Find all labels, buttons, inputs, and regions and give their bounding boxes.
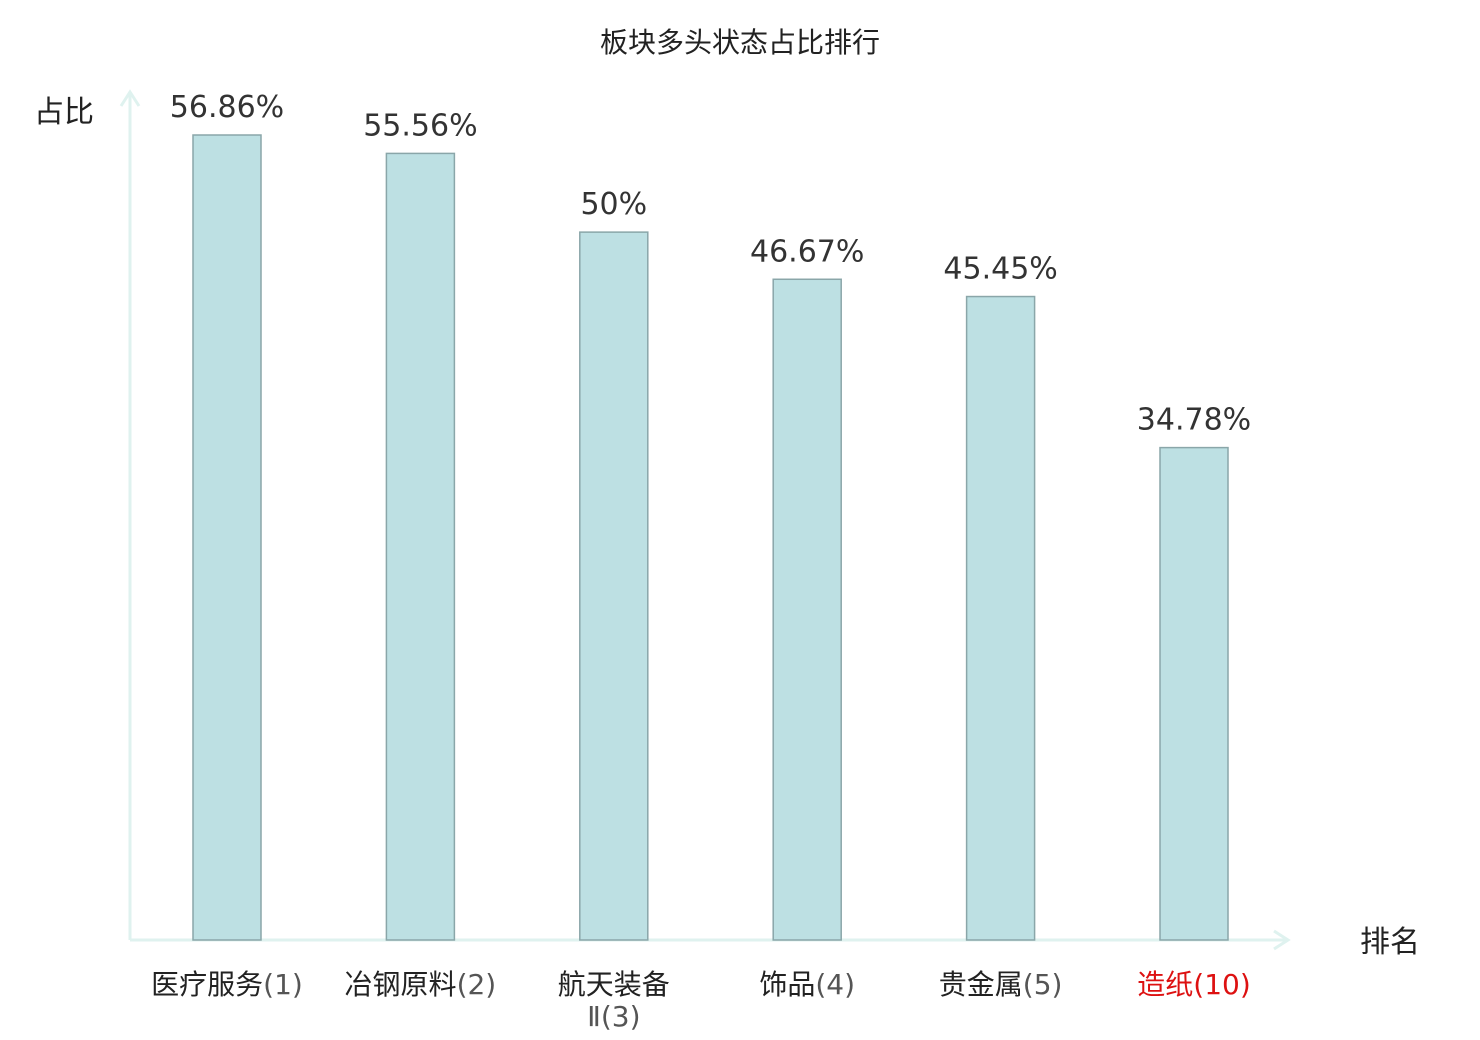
bar-value-label: 55.56% bbox=[363, 108, 477, 143]
y-axis-arrow bbox=[119, 89, 141, 107]
bar bbox=[965, 295, 1036, 941]
x-tick-label-rank: (1) bbox=[263, 968, 303, 1001]
bar bbox=[1159, 446, 1229, 941]
x-tick-label-name: 航天装备 bbox=[558, 968, 670, 1001]
x-tick-label-rank: (4) bbox=[815, 968, 855, 1001]
x-tick-label-rank: (10) bbox=[1193, 968, 1250, 1001]
bar-value-label: 46.67% bbox=[750, 234, 864, 269]
bar bbox=[772, 278, 842, 941]
bar-value-label: 34.78% bbox=[1137, 403, 1251, 438]
x-tick-label-name: 饰品 bbox=[759, 968, 815, 1001]
x-tick-label-name: 贵金属 bbox=[939, 968, 1023, 1001]
x-tick-label-name: 医疗服务 bbox=[151, 968, 263, 1001]
bar bbox=[192, 134, 262, 941]
x-tick-label: 冶钢原料(2) bbox=[345, 968, 497, 1001]
chart-title: 板块多头状态占比排行 bbox=[600, 26, 880, 59]
x-tick-label-rank: (5) bbox=[1023, 968, 1063, 1001]
x-tick-label: 航天装备 Ⅱ(3) bbox=[558, 968, 670, 1033]
x-tick-label-rank: (2) bbox=[457, 968, 497, 1001]
x-tick-label: 医疗服务(1) bbox=[151, 968, 303, 1001]
axes bbox=[119, 89, 1291, 951]
x-tick-label-rank: Ⅱ(3) bbox=[587, 1000, 640, 1033]
x-tick-label-name: 冶钢原料 bbox=[345, 968, 457, 1001]
x-axis-arrow bbox=[1273, 929, 1291, 951]
bars-group bbox=[192, 134, 1229, 941]
bar-value-label: 50% bbox=[580, 187, 647, 222]
x-tick-labels-group: 医疗服务(1) 冶钢原料(2) 航天装备 Ⅱ(3) 饰品(4) 贵金属(5) 造纸(10) bbox=[151, 968, 1251, 1033]
bar-value-label: 56.86% bbox=[170, 90, 284, 125]
x-tick-label: 饰品(4) bbox=[759, 968, 855, 1001]
x-tick-label-name: 造纸 bbox=[1137, 968, 1193, 1001]
x-tick-label: 贵金属(5) bbox=[939, 968, 1063, 1001]
bar bbox=[579, 231, 649, 941]
y-axis-label: 占比 bbox=[34, 95, 94, 130]
x-tick-label: 造纸(10) bbox=[1137, 968, 1251, 1001]
bar-value-label: 45.45% bbox=[943, 252, 1057, 287]
bar bbox=[385, 152, 456, 941]
data-labels-group: 56.86% 55.56% 50% 46.67% 45.45% 34.78% bbox=[170, 90, 1251, 438]
x-axis-label: 排名 bbox=[1360, 925, 1420, 960]
